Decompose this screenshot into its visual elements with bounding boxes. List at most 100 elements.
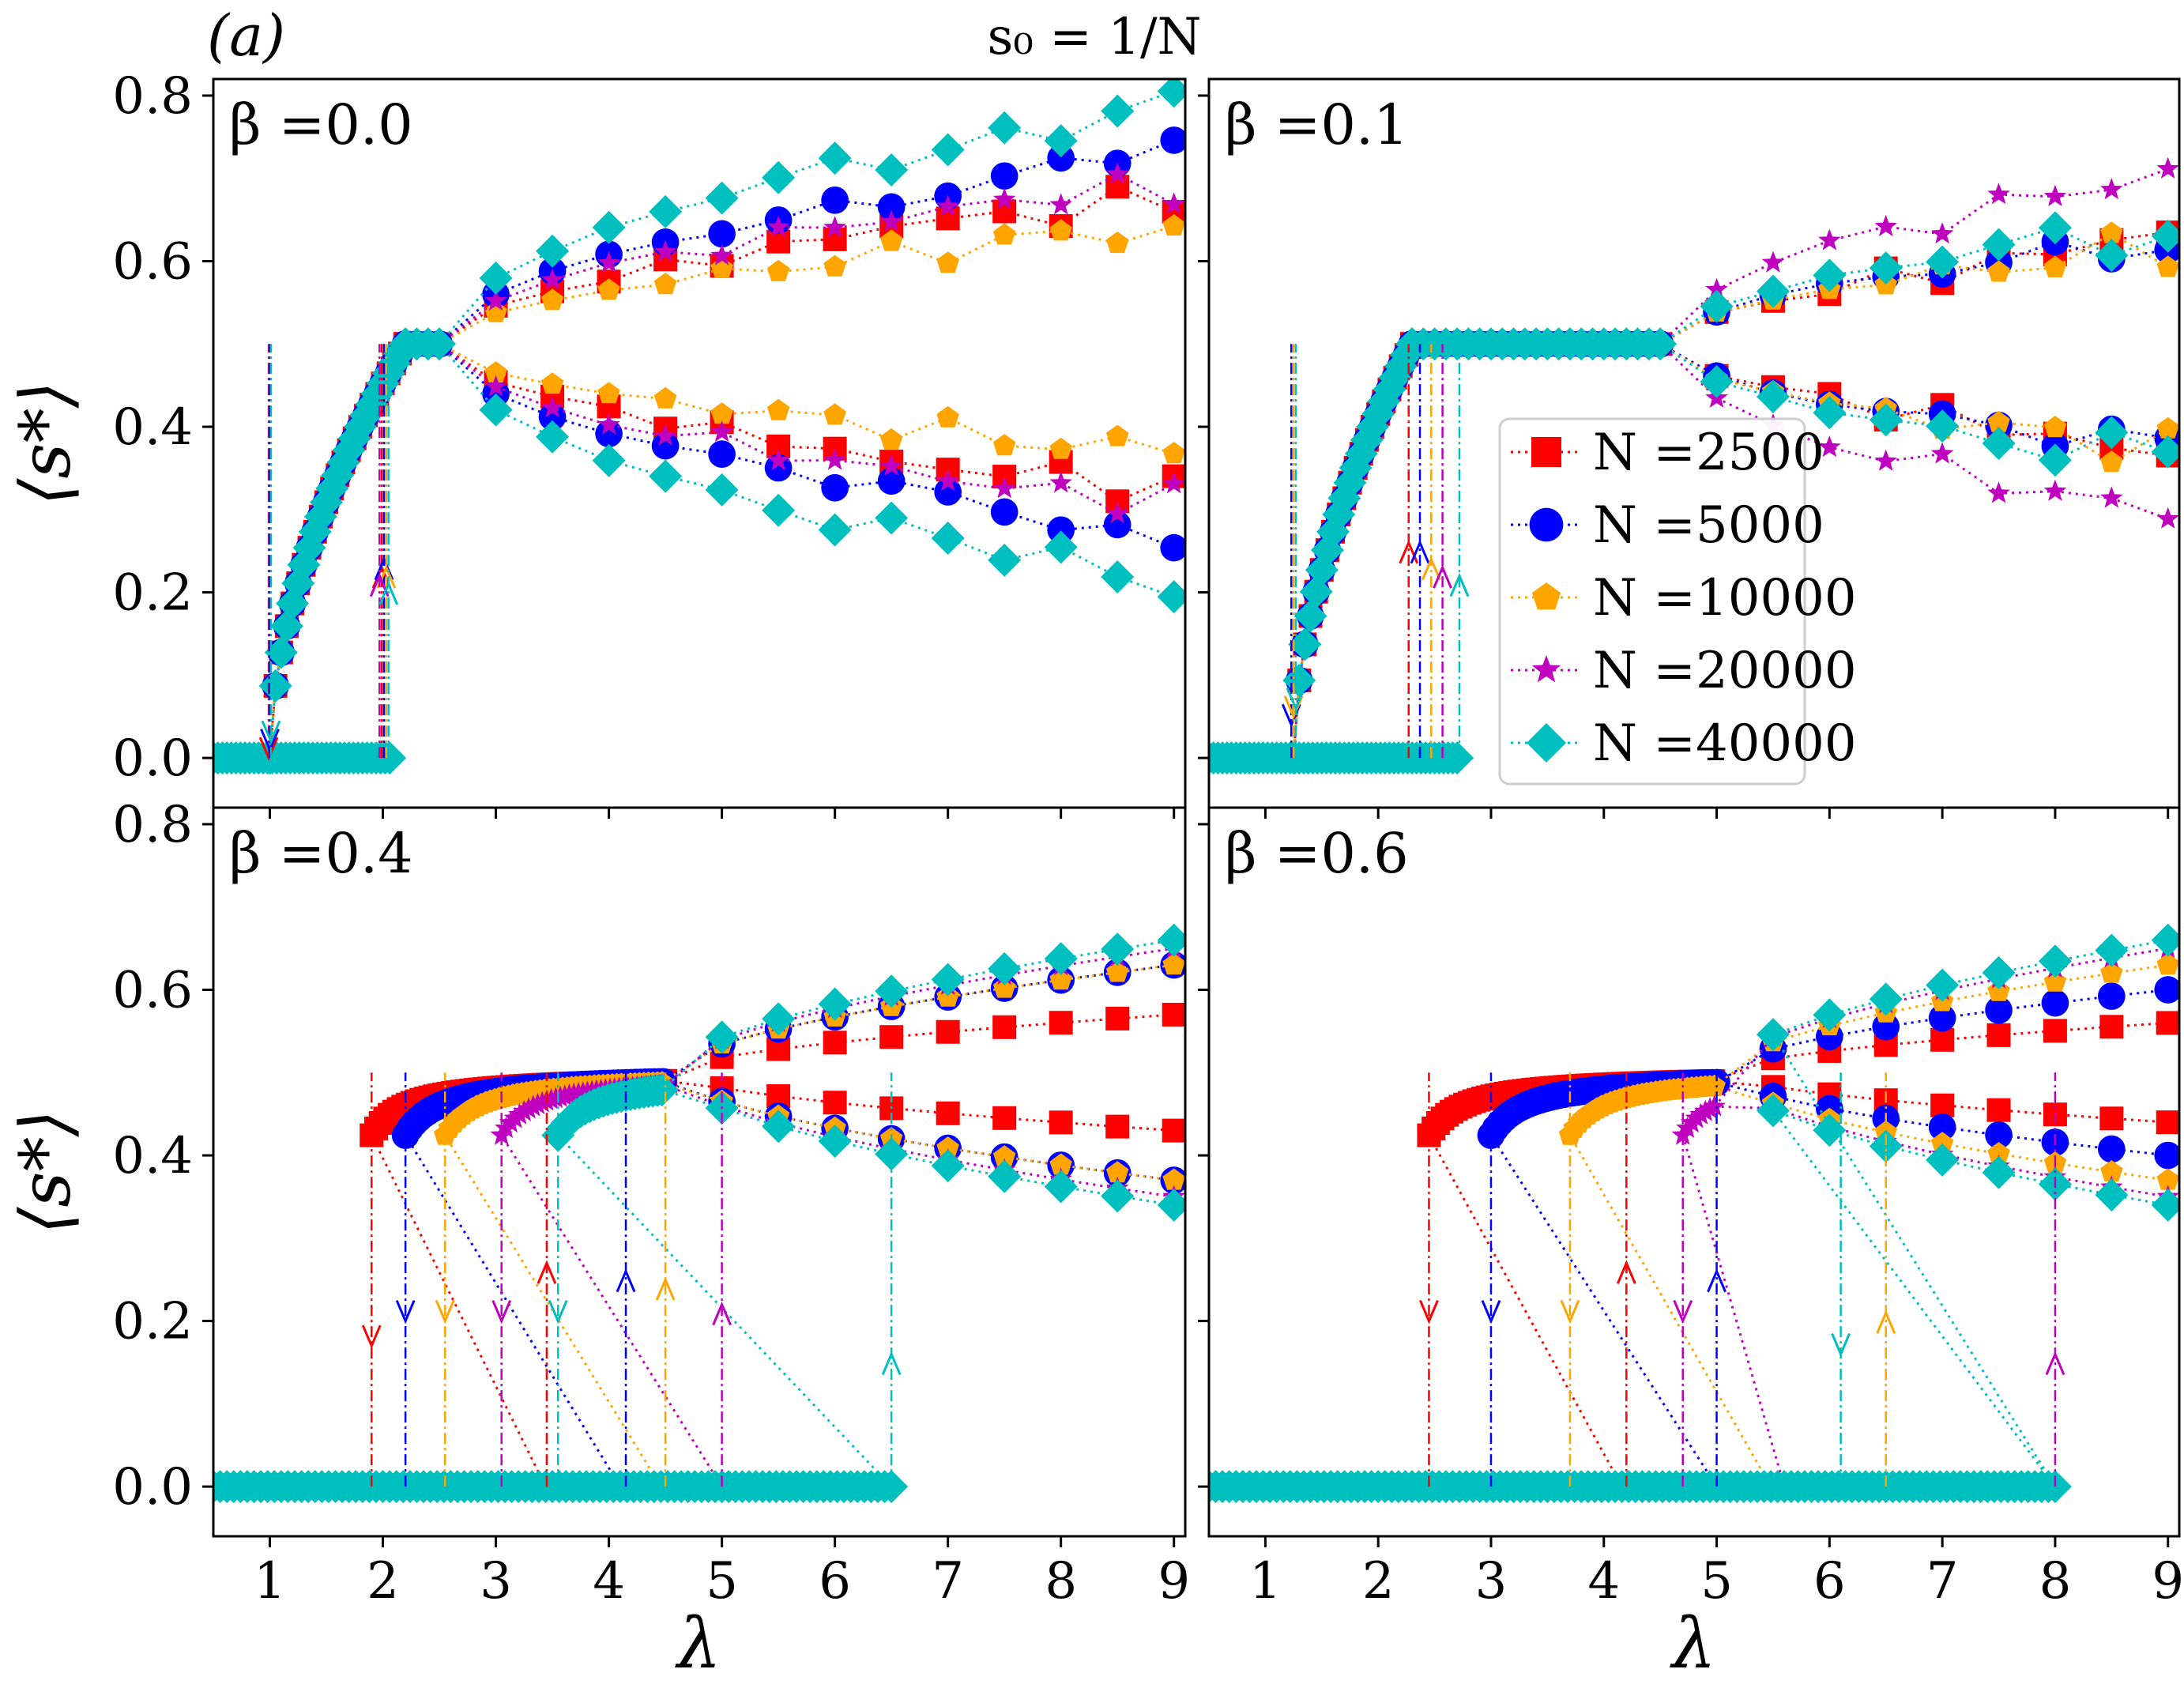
arrow-down-icon	[1481, 1300, 1501, 1324]
legend-label: N =2500	[1593, 424, 1824, 482]
legend-item: N =20000	[1511, 642, 1857, 700]
data-point	[990, 498, 1019, 526]
data-point	[936, 405, 959, 428]
data-point	[2156, 1168, 2179, 1190]
arrow-up-icon	[712, 1301, 732, 1326]
plot-area	[213, 923, 1185, 1504]
beta-label: β =0.4	[229, 821, 413, 886]
series-40000	[1209, 923, 2179, 1504]
data-point	[653, 386, 677, 409]
legend-label: N =40000	[1593, 714, 1857, 773]
series-2500	[213, 1002, 1185, 1499]
data-point	[762, 1110, 796, 1144]
data-point	[2151, 1188, 2179, 1222]
data-point	[818, 513, 852, 547]
data-point	[818, 141, 852, 175]
data-point	[1047, 144, 1075, 172]
y-axis-label: ⟨s*⟩	[5, 1110, 86, 1234]
series-10000	[213, 953, 1185, 1497]
data-point	[479, 393, 513, 427]
data-point	[1756, 1018, 1790, 1052]
transition-arrow	[1560, 1072, 1580, 1487]
data-point	[2095, 933, 2129, 967]
plot-area	[213, 79, 1185, 775]
data-point	[764, 454, 793, 482]
series-line	[1659, 342, 2168, 448]
plot-area	[1209, 923, 2179, 1504]
data-point	[1930, 442, 1954, 464]
data-point	[2156, 953, 2179, 975]
data-point	[1930, 222, 1954, 244]
arrow-up-icon	[1421, 556, 1441, 581]
legend-item: N =2500	[1511, 424, 1824, 482]
data-point	[1049, 193, 1072, 215]
series-5000	[1209, 976, 2179, 1501]
data-point	[762, 1002, 796, 1036]
data-point	[762, 160, 796, 194]
x-tick-label: 5	[706, 1552, 738, 1611]
data-point	[649, 194, 683, 228]
data-point	[988, 1159, 1022, 1193]
transition-arrow	[261, 344, 281, 759]
data-point	[484, 289, 507, 311]
data-point	[2095, 239, 2129, 273]
transition-arrow	[548, 1072, 568, 1487]
data-point	[1101, 94, 1135, 128]
data-point	[1987, 1142, 2010, 1164]
data-point	[1926, 409, 1960, 443]
data-point	[536, 420, 570, 454]
transition-arrow	[616, 1072, 636, 1487]
data-point	[823, 1091, 847, 1115]
data-point	[1928, 1113, 1956, 1141]
data-point	[1982, 1155, 2016, 1189]
data-point	[988, 111, 1022, 145]
data-point	[1101, 1179, 1135, 1213]
series-line	[439, 139, 1175, 345]
arrow-down-icon	[435, 1300, 455, 1324]
data-point	[2097, 982, 2126, 1010]
data-point	[423, 327, 457, 361]
data-point	[1987, 183, 2010, 205]
arrow-down-icon	[491, 1300, 512, 1324]
x-tick-label: 1	[1249, 1552, 1282, 1611]
data-point	[653, 239, 677, 262]
legend-frame	[1498, 417, 1806, 786]
data-point	[1101, 933, 1135, 966]
y-tick-label: 0.6	[112, 962, 193, 1020]
data-point	[1105, 232, 1129, 254]
data-point	[821, 186, 849, 214]
arrow-up-icon	[2045, 1351, 2065, 1376]
legend-marker	[1531, 582, 1561, 610]
data-point	[762, 493, 796, 527]
data-point	[1756, 274, 1790, 308]
data-point	[1103, 511, 1132, 539]
data-point	[1162, 472, 1185, 494]
data-point	[2043, 1019, 2067, 1043]
x-tick-label: 6	[1813, 1552, 1846, 1611]
data-point	[992, 477, 1016, 499]
data-point	[2151, 435, 2179, 469]
series-line	[1659, 226, 2169, 345]
data-point	[1049, 1011, 1073, 1035]
data-point	[1987, 410, 2010, 432]
data-point	[934, 478, 962, 506]
series-line	[439, 343, 1175, 549]
y-tick-label: 0.8	[112, 67, 193, 126]
data-point	[1700, 289, 1734, 323]
series-line	[664, 1083, 1174, 1198]
data-point	[1986, 1098, 2011, 1122]
x-tick-label: 2	[1362, 1552, 1395, 1611]
data-point	[992, 1145, 1016, 1167]
arrow-down-icon	[1560, 1300, 1580, 1324]
arrow-up-icon	[1449, 572, 1470, 597]
data-point	[1926, 968, 1960, 1002]
series-line	[661, 1081, 1174, 1181]
transition-arrow	[1419, 1072, 1439, 1487]
data-point	[877, 467, 906, 495]
data-point	[1105, 1161, 1129, 1183]
series-line	[1659, 342, 2168, 457]
data-point	[1982, 426, 2016, 460]
chart-panel-2: β =0.1	[1198, 77, 2181, 819]
data-point	[1162, 214, 1185, 236]
data-point	[1049, 437, 1072, 459]
